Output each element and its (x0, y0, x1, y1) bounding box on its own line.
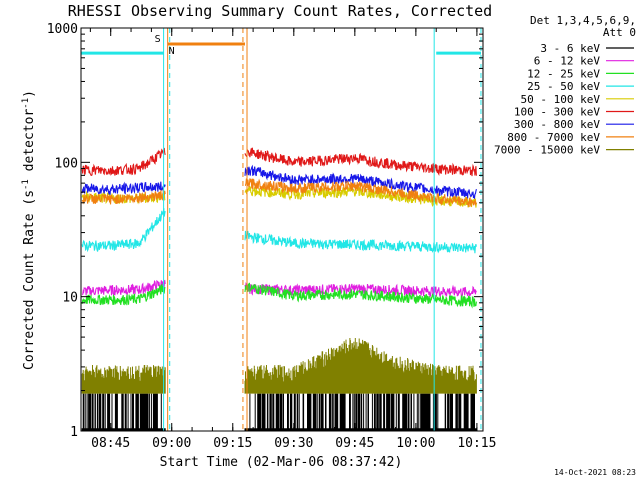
chart-title: RHESSI Observing Summary Count Rates, Co… (68, 2, 492, 20)
series-line (81, 393, 166, 431)
x-tick-label: 09:45 (335, 436, 374, 451)
y-tick-label: 10 (62, 291, 78, 306)
series-line (81, 181, 166, 195)
legend-label: 300 - 800 keV (514, 118, 600, 131)
series-7 (81, 164, 477, 199)
timestamp: 14-Oct-2021 08:23 (554, 468, 636, 477)
series-line (244, 178, 477, 208)
series-line (244, 338, 477, 394)
plot-area: SN (81, 28, 482, 431)
x-tick-label: 09:15 (213, 436, 252, 451)
legend-label: 12 - 25 keV (527, 67, 600, 80)
y-tick-label: 1 (70, 425, 78, 440)
series-8 (81, 178, 477, 208)
series-line (244, 393, 477, 431)
night-flag-label: N (169, 46, 175, 57)
series-line (81, 208, 166, 253)
legend-label: 50 - 100 keV (521, 93, 601, 106)
series-line (244, 147, 477, 177)
y-axis-label: Corrected Count Rate (s-1 detector-1) (21, 90, 37, 370)
legend-label: 25 - 50 keV (527, 80, 600, 93)
series-line (244, 282, 477, 309)
y-tick-label: 100 (55, 156, 78, 171)
legend-label: 3 - 6 keV (540, 42, 600, 55)
series-line (81, 147, 166, 176)
series-1 (81, 393, 477, 431)
series-line (244, 230, 477, 254)
saa-flag-label: S (155, 34, 161, 45)
series-6 (81, 147, 477, 177)
series-line (81, 279, 166, 297)
series-3 (81, 282, 477, 309)
x-tick-label: 09:00 (152, 436, 191, 451)
series-4 (81, 208, 477, 254)
y-axis: 1 10 100 1000 (47, 22, 483, 440)
x-tick-label: 10:00 (396, 436, 435, 451)
series-line (81, 188, 166, 205)
x-tick-label: 10:15 (457, 436, 496, 451)
legend-label: 7000 - 15000 keV (494, 144, 600, 157)
x-tick-label: 08:45 (91, 436, 130, 451)
y-tick-label: 1000 (47, 22, 78, 37)
series-9 (81, 338, 477, 394)
legend-label: 6 - 12 keV (534, 55, 601, 68)
legend-label: 800 - 7000 keV (507, 131, 600, 144)
legend-header: Att 0 (603, 26, 636, 39)
series-line (244, 164, 477, 199)
plot-frame (80, 27, 484, 432)
series-line (81, 365, 166, 394)
x-axis: 08:45 09:00 09:15 09:30 09:45 10:00 10:15 (89, 28, 496, 451)
legend-label: 100 - 300 keV (514, 106, 600, 119)
x-axis-label: Start Time (02-Mar-06 08:37:42) (160, 455, 403, 470)
series-line (81, 283, 166, 306)
legend-header: Det 1,3,4,5,6,9, (530, 14, 636, 27)
x-tick-label: 09:30 (274, 436, 313, 451)
